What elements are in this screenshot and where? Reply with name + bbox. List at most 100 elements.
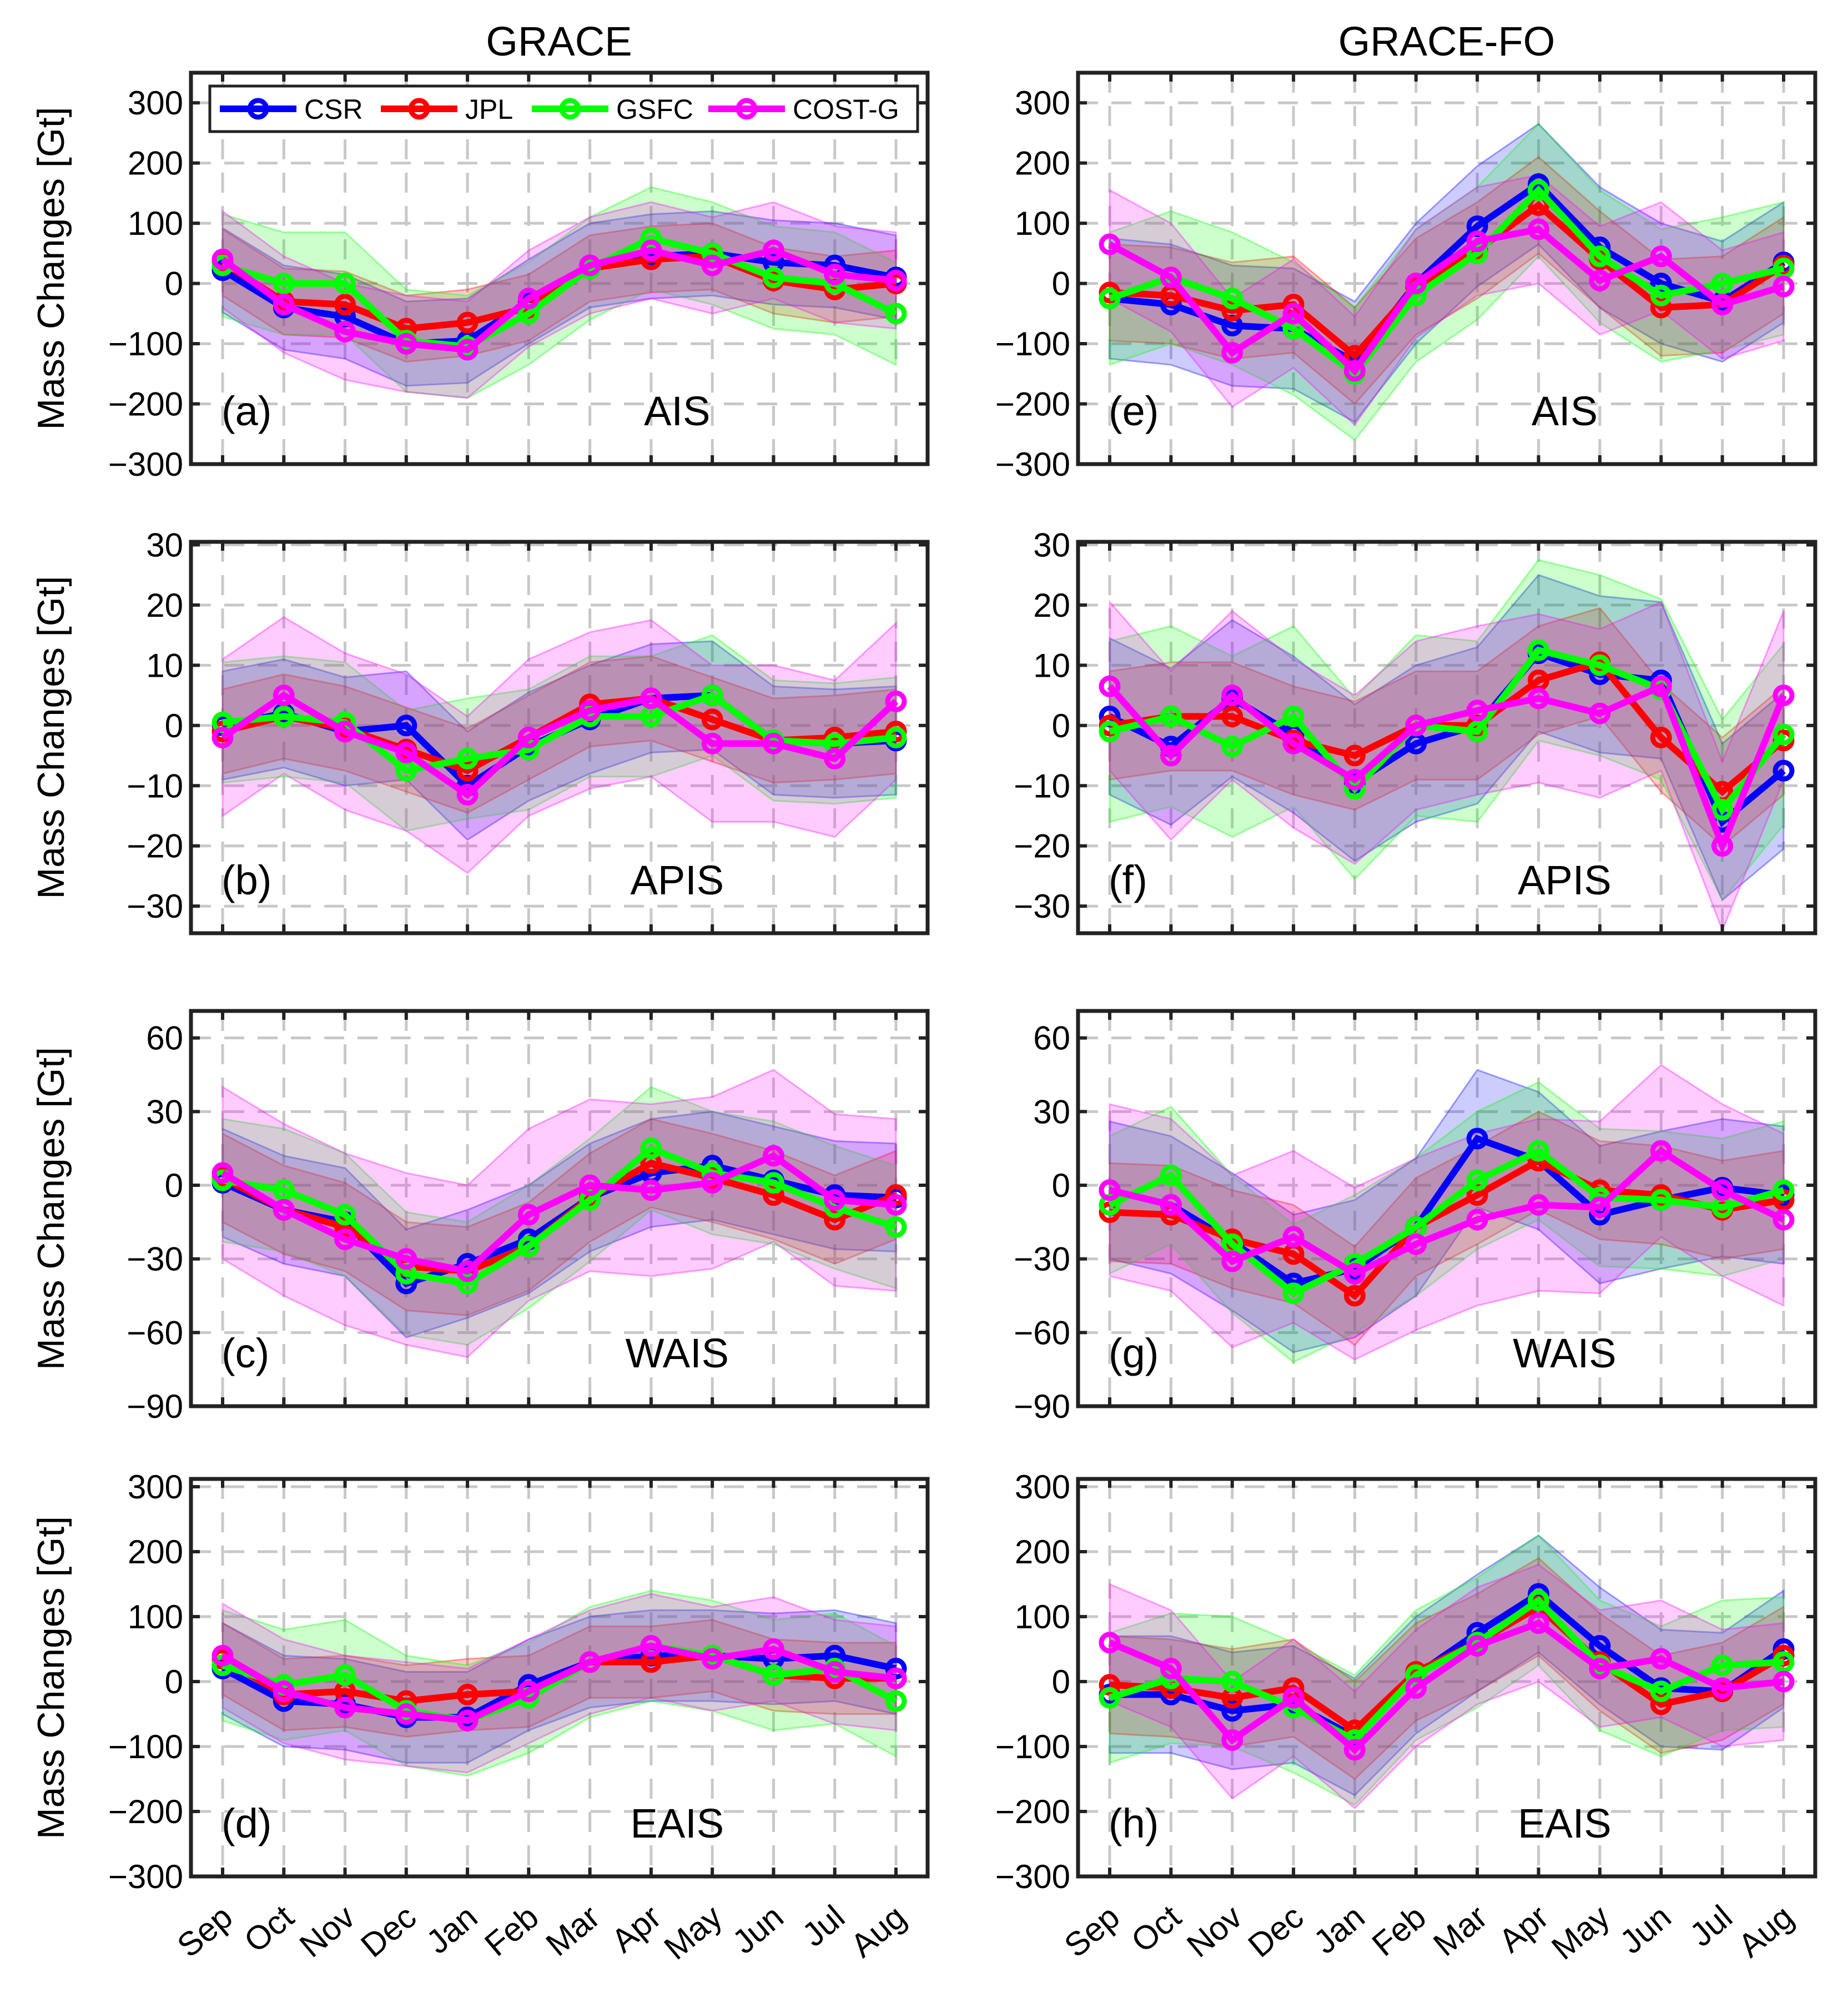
data-point-cost-g (395, 1703, 417, 1725)
data-point-cost-g (640, 687, 662, 709)
data-point-gsfc (1282, 706, 1305, 728)
data-point-cost-g (1221, 1250, 1243, 1272)
axes-box (189, 71, 930, 466)
series-line-cost-g (1108, 225, 1785, 376)
data-point-gsfc (1528, 1140, 1550, 1162)
x-tick-label: Apr (1492, 1898, 1555, 1960)
y-tick-label: 30 (1033, 526, 1070, 563)
data-point-cost-g (824, 1189, 846, 1211)
y-tick-label: 300 (128, 1468, 183, 1506)
data-point-cost-g (1282, 732, 1305, 754)
data-point-cost-g (273, 294, 295, 316)
y-tick-label: 60 (1033, 1020, 1070, 1057)
data-point-cost-g (1711, 1179, 1734, 1201)
panel-label: (e) (1109, 388, 1159, 434)
y-tick-label: 300 (1015, 1468, 1070, 1506)
data-point-csr (1773, 759, 1795, 782)
y-axis-label: Mass Changes [Gt] (30, 1047, 72, 1370)
y-tick-label: 10 (146, 647, 183, 684)
y-tick-label: −300 (108, 446, 183, 483)
legend-marker (736, 98, 758, 120)
data-point-csr (1221, 1700, 1243, 1722)
data-point-gsfc (885, 303, 907, 325)
data-point-cost-g (1650, 1140, 1672, 1162)
legend-label-cost-g: COST-G (793, 94, 899, 125)
data-point-gsfc (701, 242, 723, 264)
data-point-cost-g (1160, 744, 1182, 767)
data-point-cost-g (1405, 273, 1427, 295)
x-tick-label: Sep (1058, 1898, 1127, 1965)
data-point-cost-g (334, 721, 356, 743)
data-point-cost-g (1528, 687, 1550, 709)
y-axis-label: Mass Changes [Gt] (30, 107, 72, 430)
data-point-gsfc (273, 706, 295, 728)
data-point-cost-g (1466, 1635, 1488, 1657)
data-point-cost-g (395, 1248, 417, 1270)
panel-h: −300 −200 −100 0 100 200 300 (h) EAIS SepOctNovDe… (995, 1468, 1817, 1967)
panel-d: −300 −200 −100 0 100 200 300 (d) EAIS Mass Change… (30, 1468, 930, 1967)
data-point-cost-g (885, 269, 907, 291)
uncertainty-band-cost-g (221, 201, 897, 399)
y-tick-label: −100 (995, 325, 1070, 363)
panel-label: (a) (221, 388, 271, 434)
data-point-gsfc (1773, 1179, 1795, 1201)
y-tick-label: 300 (1015, 84, 1070, 122)
column-title-grace-fo: GRACE-FO (1338, 18, 1555, 64)
y-tick-label: 20 (1033, 587, 1070, 624)
data-point-jpl (1343, 744, 1366, 767)
y-tick-label: 0 (1052, 1167, 1070, 1204)
data-point-gsfc (762, 266, 784, 289)
data-point-cost-g (762, 1145, 784, 1167)
uncertainty-band-jpl (1109, 155, 1785, 405)
data-point-gsfc (1099, 1687, 1121, 1709)
data-point-cost-g (273, 685, 295, 707)
data-point-cost-g (824, 263, 846, 285)
data-point-gsfc (1466, 721, 1488, 743)
region-label: AIS (1532, 388, 1598, 434)
y-tick-label: 0 (1052, 1663, 1070, 1700)
region-label: APIS (630, 857, 724, 903)
data-point-cost-g (1650, 675, 1672, 697)
y-tick-label: −90 (1014, 1388, 1070, 1425)
legend-label-csr: CSR (304, 94, 363, 125)
data-point-cost-g (762, 1638, 784, 1660)
x-tick-label: Aug (844, 1898, 913, 1965)
y-tick-label: −30 (127, 1241, 183, 1278)
data-point-cost-g (1405, 714, 1427, 737)
data-point-cost-g (1773, 275, 1795, 298)
data-point-gsfc (1282, 1282, 1305, 1305)
data-point-cost-g (212, 248, 234, 270)
x-tick-label: Jan (1307, 1898, 1372, 1961)
y-tick-label: 20 (146, 587, 183, 624)
data-point-cost-g (1343, 768, 1366, 791)
x-tick-label: Oct (1124, 1898, 1188, 1960)
data-point-cost-g (1160, 1194, 1182, 1216)
data-point-gsfc (1650, 1680, 1672, 1703)
data-point-gsfc (517, 1236, 540, 1258)
data-point-cost-g (1589, 269, 1611, 291)
data-point-cost-g (1221, 1729, 1243, 1751)
panel-f: −30 −20 −10 0 10 20 30 (f) APIS (1014, 526, 1817, 935)
panel-label: (c) (221, 1330, 269, 1376)
data-point-gsfc (762, 1664, 784, 1686)
data-point-jpl (1221, 299, 1243, 321)
data-point-cost-g (1160, 1658, 1182, 1680)
y-tick-label: 0 (165, 1663, 183, 1700)
x-tick-label: Feb (1365, 1898, 1433, 1964)
x-tick-label: Sep (170, 1898, 240, 1965)
data-point-cost-g (1221, 341, 1243, 364)
data-point-gsfc (334, 273, 356, 295)
data-point-cost-g (1221, 685, 1243, 707)
data-point-cost-g (1343, 1262, 1366, 1285)
data-point-cost-g (701, 1648, 723, 1670)
y-tick-label: −100 (108, 1728, 183, 1765)
y-tick-label: −30 (1014, 888, 1070, 925)
data-point-cost-g (1405, 1233, 1427, 1255)
data-point-cost-g (885, 690, 907, 712)
x-tick-label: Dec (1241, 1898, 1311, 1965)
uncertainty-band-cost-g (221, 616, 897, 874)
legend: CSR JPL GSFC COST-G (208, 84, 919, 133)
y-tick-label: −200 (995, 1793, 1070, 1830)
data-point-cost-g (1773, 685, 1795, 707)
